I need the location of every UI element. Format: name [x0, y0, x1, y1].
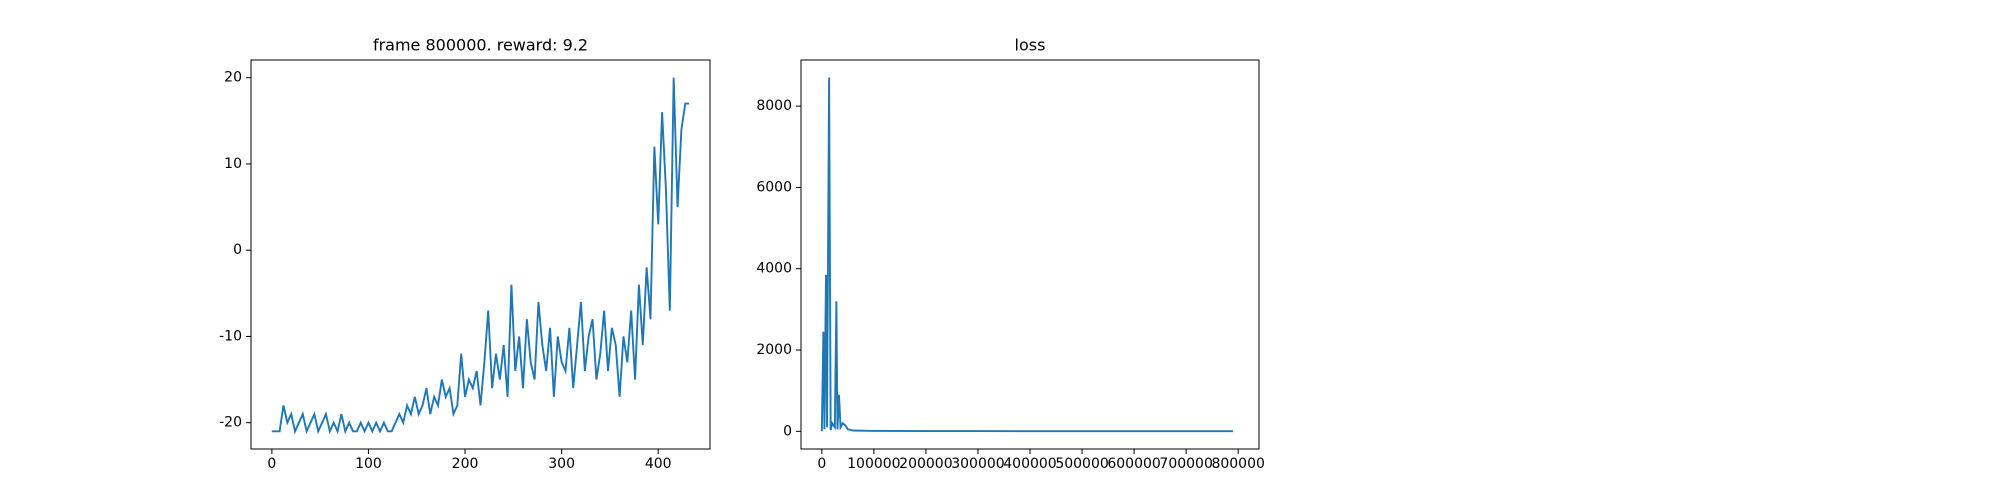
x-tick-label: 200	[452, 456, 479, 472]
x-tick-label: 300000	[951, 456, 1004, 472]
x-tick-label: 600000	[1107, 456, 1160, 472]
x-tick-label: 800000	[1211, 456, 1264, 472]
axes-frame	[800, 59, 1260, 450]
data-line	[820, 77, 1233, 433]
y-tick-label: 10	[224, 156, 242, 172]
x-tick-label: 0	[817, 456, 826, 472]
x-tick-label: 100000	[847, 456, 900, 472]
chart-title: loss	[1015, 36, 1046, 55]
x-tick-label: 400	[645, 456, 672, 472]
y-tick-label: 4000	[756, 261, 792, 277]
x-tick-label: 700000	[1159, 456, 1212, 472]
y-tick-label: 6000	[756, 179, 792, 195]
x-tick-label: 500000	[1055, 456, 1108, 472]
y-tick-label: 8000	[756, 98, 792, 114]
y-tick-label: -10	[219, 328, 242, 344]
chart-title: frame 800000. reward: 9.2	[373, 36, 588, 55]
x-tick-label: 100	[355, 456, 382, 472]
y-tick-label: -20	[219, 415, 242, 431]
x-tick-label: 300	[548, 456, 575, 472]
x-tick-label: 200000	[899, 456, 952, 472]
x-tick-label: 400000	[1003, 456, 1056, 472]
axes-frame	[250, 59, 711, 450]
y-tick-label: 2000	[756, 342, 792, 358]
y-tick-label: 0	[783, 423, 792, 439]
y-tick-label: 20	[224, 70, 242, 86]
x-tick-label: 0	[267, 456, 276, 472]
data-line	[271, 77, 690, 435]
y-tick-label: 0	[233, 242, 242, 258]
